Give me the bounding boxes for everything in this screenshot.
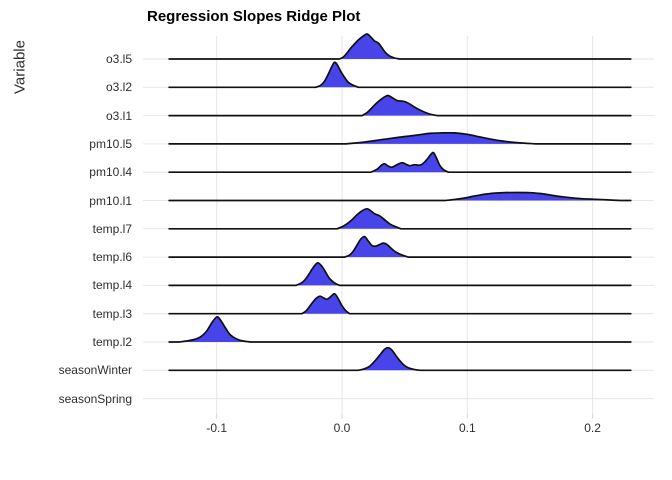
ridge-temp.l6 [168,235,632,258]
x-tick-label--0.1: -0.1 [206,421,228,435]
ridge-temp.l7 [168,207,632,230]
y-tick-label-o3.l2: o3.l2 [105,80,132,95]
y-tick-label-pm10.l1: pm10.l1 [89,193,132,208]
y-tick-label-temp.l4: temp.l4 [92,278,132,293]
y-tick-label-pm10.l5: pm10.l5 [89,136,132,151]
chart-title: Regression Slopes Ridge Plot [147,8,361,25]
ridge-temp.l3 [168,292,632,315]
x-tick-label-0.2: 0.2 [584,421,601,435]
ridge-temp.l2 [168,316,632,343]
y-tick-label-seasonWinter: seasonWinter [58,363,132,378]
ridge-pm10.l5 [168,131,632,145]
ridge-o3.l1 [168,94,632,117]
x-tick-label-0.1: 0.1 [458,421,476,435]
x-tick-label-0.0: 0.0 [333,421,351,435]
y-tick-label-o3.l1: o3.l1 [105,108,132,123]
y-tick-label-temp.l3: temp.l3 [92,306,132,321]
y-tick-label-seasonSpring: seasonSpring [58,391,132,406]
y-tick-label-pm10.l4: pm10.l4 [89,165,132,180]
ridge-o3.l2 [168,61,632,89]
y-tick-label-temp.l2: temp.l2 [92,335,132,349]
ridge-seasonWinter [168,346,632,372]
ridge-temp.l4 [168,261,632,287]
ridge-pm10.l1 [168,191,632,202]
y-tick-label-temp.l6: temp.l6 [92,250,132,265]
ridge-o3.l5 [168,33,632,60]
y-tick-label-o3.l5: o3.l5 [105,52,132,66]
y-tick-label-temp.l7: temp.l7 [92,221,132,236]
ridge-pm10.l4 [168,151,632,174]
